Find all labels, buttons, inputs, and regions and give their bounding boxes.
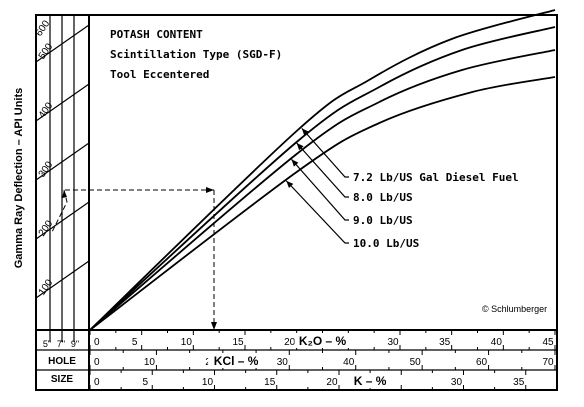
chart-title-line-3: Tool Eccentered: [110, 68, 209, 81]
scale-1-tick-label: 5: [132, 337, 138, 348]
example-arrow-right: [206, 187, 214, 193]
scale-3-tick-label: 0: [94, 377, 100, 388]
hole-size-5: 5": [43, 339, 51, 349]
example-arrow-up: [62, 190, 67, 198]
scale-1-tick-label: 0: [94, 337, 100, 348]
scale-1-tick-label: 40: [491, 337, 503, 348]
scale-2-label-bg: [208, 353, 265, 368]
chart-title-line-2: Scintillation Type (SGD-F): [110, 48, 282, 61]
scale-1-tick-label: 35: [439, 337, 451, 348]
leader-arrow-2: [296, 143, 304, 151]
scale-1-tick-label: 45: [542, 337, 554, 348]
leader-3: 9.0 Lb/US: [291, 159, 413, 227]
scale-1-label-bg: [294, 333, 351, 348]
scale-2-tick-label: 0: [94, 357, 100, 368]
scale-1-label: K₂O – %: [299, 334, 347, 348]
scale-2-tick-label: 50: [410, 357, 422, 368]
api-tick-200: 200: [37, 218, 56, 238]
curve-2: [89, 26, 556, 331]
copyright: © Schlumberger: [482, 304, 547, 314]
api-deflection-lines: [35, 14, 90, 299]
plot-frame: [35, 14, 558, 391]
scale-1-tick-label: 15: [232, 337, 244, 348]
series-leaders: 7.2 Lb/US Gal Diesel Fuel 8.0 Lb/US 9.0 Lb…: [285, 127, 519, 250]
api-tick-300: 300: [37, 159, 56, 179]
leader-line-1: [301, 127, 349, 178]
scale-3-tick-label: 20: [326, 377, 338, 388]
scale-3-tick-label: 30: [451, 377, 463, 388]
scale-3-tick-label: 10: [202, 377, 214, 388]
scale-3-label: K – %: [354, 374, 387, 388]
leader-line-3: [291, 159, 349, 221]
scale-row-1: 051015202530354045K₂O – %: [89, 330, 556, 350]
scale-2-tick-label: 40: [343, 357, 355, 368]
series-label-2: 8.0 Lb/US: [353, 191, 413, 204]
leader-4: 10.0 Lb/US: [285, 180, 419, 250]
leader-arrow-4: [286, 180, 294, 189]
y-axis-label: Gamma Ray Deflection – API Units: [13, 88, 25, 269]
scale-2-tick-label: 70: [542, 357, 554, 368]
leader-line-2: [296, 142, 349, 198]
api-tick-400: 400: [37, 100, 56, 120]
scale-row-2: 010203040506070KCl – %: [89, 350, 556, 370]
leader-line-4: [285, 180, 349, 244]
leader-arrow-1: [301, 128, 309, 136]
scale-1-tick-label: 30: [387, 337, 399, 348]
chart-title-line-1: POTASH CONTENT: [110, 28, 203, 41]
scale-3-label-bg: [342, 373, 399, 388]
scale-1-tick-label: 10: [181, 337, 193, 348]
scale-2-tick-label: 60: [476, 357, 488, 368]
curve-3: [89, 49, 556, 331]
hole-size-9: 9": [71, 339, 79, 349]
hole-size-label-2: SIZE: [51, 374, 74, 385]
api-tick-100: 100: [37, 277, 56, 297]
series-label-3: 9.0 Lb/US: [353, 214, 413, 227]
scale-1-tick-label: 20: [284, 337, 296, 348]
hole-size-7: 7": [57, 339, 65, 349]
leader-1: 7.2 Lb/US Gal Diesel Fuel: [301, 127, 519, 184]
scale-2-tick-label: 30: [277, 357, 289, 368]
scale-3-tick-label: 35: [513, 377, 525, 388]
scale-3-tick-label: 15: [264, 377, 276, 388]
curve-1: [89, 9, 556, 331]
curve-4: [89, 76, 556, 331]
scale-3-tick-label: 5: [142, 377, 148, 388]
leader-arrow-3: [291, 159, 299, 167]
series-label-4: 10.0 Lb/US: [353, 237, 419, 250]
scale-2-tick-label: 10: [144, 357, 156, 368]
curves: [89, 9, 556, 331]
leader-2: 8.0 Lb/US: [296, 142, 413, 204]
example-arrow-down: [211, 322, 217, 330]
series-label-1: 7.2 Lb/US Gal Diesel Fuel: [353, 171, 519, 184]
hole-size-label-1: HOLE: [48, 356, 76, 367]
scale-2-label: KCl – %: [214, 354, 259, 368]
scale-row-3: 05101520253035K – %: [89, 370, 527, 390]
bottom-scales: 051015202530354045K₂O – %010203040506070…: [89, 330, 556, 390]
api-tick-500: 500: [37, 41, 56, 61]
